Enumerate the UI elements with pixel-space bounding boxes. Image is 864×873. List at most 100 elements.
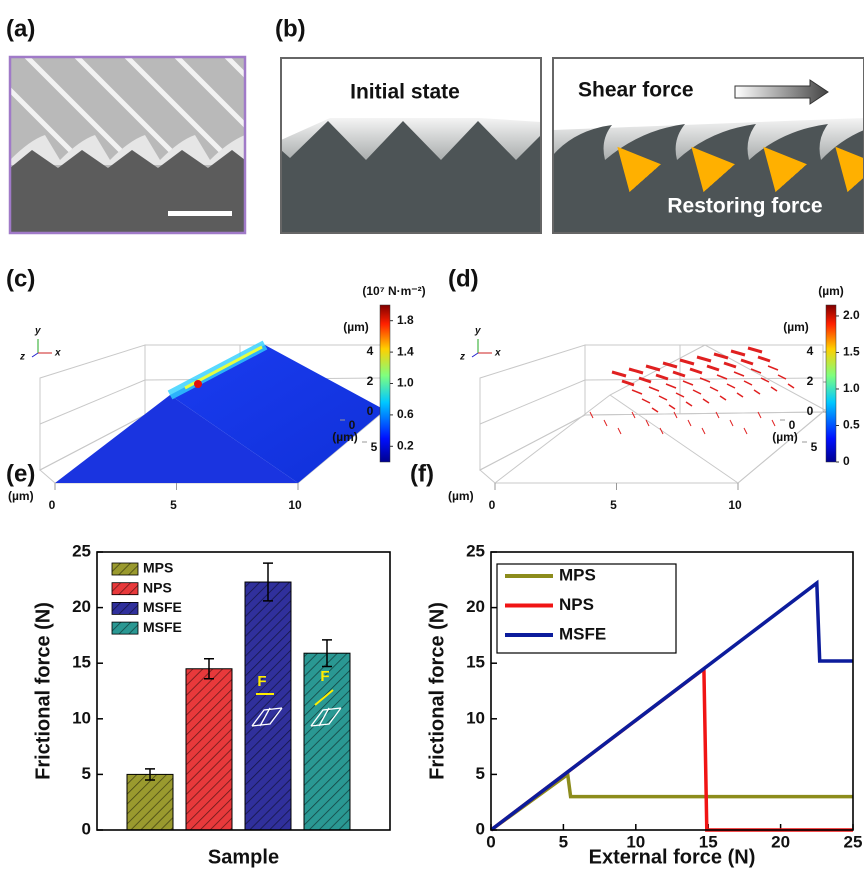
y-tick-label: 25 — [72, 541, 91, 560]
vector-arrow — [666, 384, 676, 388]
legend-label: NPS — [143, 579, 172, 595]
y-tick-label: 10 — [466, 708, 485, 727]
legend-label: MSFE — [143, 599, 182, 615]
colorbar-tick-label: 2.0 — [843, 308, 860, 322]
x-tick-label: 25 — [844, 832, 863, 851]
vector-arrow — [683, 381, 693, 385]
vector-arrow — [714, 354, 728, 358]
x-tick-label: 20 — [771, 832, 790, 851]
legend-swatch-hatch — [112, 563, 138, 575]
colorbar-tick-label: 0.6 — [397, 407, 414, 421]
vector-arrow — [629, 369, 643, 373]
vector-arrow — [674, 412, 677, 418]
legend-label: MSFE — [559, 624, 606, 643]
axis-letter: y — [474, 326, 481, 337]
vector-arrow — [642, 399, 650, 403]
vector-arrow — [656, 375, 668, 379]
panel-label: (a) — [6, 15, 35, 42]
y-axis-label: Frictional force (N) — [426, 602, 448, 780]
y-tick-label: 10 — [72, 708, 91, 727]
vector-arrow — [646, 366, 660, 370]
colorbar-tick-label: 0.5 — [843, 418, 860, 432]
vector-arrow — [693, 390, 701, 394]
line-series — [491, 774, 853, 830]
axis-unit: (µm) — [343, 320, 369, 334]
vector-arrow — [632, 390, 642, 394]
x-tick-label: 15 — [699, 832, 718, 851]
y-tick-label: 0 — [82, 819, 91, 838]
y-tick-label: 5 — [476, 764, 485, 783]
force-annotation: F — [257, 673, 266, 690]
vector-arrow — [669, 405, 675, 409]
depth-tick-label: 5 — [811, 440, 818, 454]
force-label: Restoring force — [667, 195, 822, 218]
legend-swatch-hatch — [112, 602, 138, 614]
vector-arrow — [690, 369, 702, 373]
legend-label: NPS — [559, 595, 594, 614]
x-tick-label: 5 — [170, 498, 177, 512]
wireframe — [480, 345, 825, 483]
vector-arrow — [730, 420, 733, 426]
vector-arrow — [788, 384, 794, 388]
triad-axis — [32, 353, 38, 357]
vector-arrow — [686, 402, 692, 406]
vector-arrow — [652, 408, 658, 412]
x-tick-label: 10 — [728, 498, 742, 512]
vector-arrow — [632, 412, 635, 418]
vector-arrow — [688, 420, 691, 426]
legend-label: MPS — [559, 565, 596, 584]
vector-arrow — [744, 428, 747, 434]
figure: (a) (b) Initial state Shear force Restor… — [0, 0, 864, 873]
y-tick-label: 4 — [807, 344, 814, 358]
y-tick-label: 0 — [807, 404, 814, 418]
legend-swatch-hatch — [112, 583, 138, 595]
y-tick-label: 0 — [367, 404, 374, 418]
vector-field — [590, 348, 794, 434]
axis-letter: x — [54, 348, 61, 359]
panel-label: (d) — [448, 265, 479, 292]
y-tick-label: 20 — [466, 597, 485, 616]
axis-letter: z — [19, 352, 25, 363]
x-tick-label: 10 — [288, 498, 302, 512]
axis-unit: (µm) — [772, 430, 798, 444]
vector-arrow — [727, 384, 735, 388]
legend-label: MSFE — [143, 619, 182, 635]
x-tick-label: 0 — [486, 832, 495, 851]
vector-arrow — [720, 396, 726, 400]
vector-arrow — [673, 372, 685, 376]
axis-unit: (µm) — [332, 430, 358, 444]
colorbar — [380, 305, 390, 462]
colorbar-title: (10⁷ N·m⁻²) — [362, 284, 425, 298]
legend-swatch-hatch — [112, 622, 138, 634]
y-tick-label: 20 — [72, 597, 91, 616]
vector-arrow — [697, 357, 711, 361]
y-axis-label: Frictional force (N) — [32, 602, 54, 780]
vector-arrow — [724, 363, 736, 367]
x-tick-label: 0 — [49, 498, 56, 512]
colorbar-title: (µm) — [818, 284, 844, 298]
vector-arrow — [639, 378, 651, 382]
y-tick-label: 0 — [476, 819, 485, 838]
panel-label: (e) — [6, 460, 35, 487]
axis-letter: y — [34, 326, 41, 337]
y-tick-label: 4 — [367, 344, 374, 358]
y-tick-label: 2 — [807, 374, 814, 388]
vector-arrow — [707, 366, 719, 370]
vector-arrow — [649, 387, 659, 391]
vector-arrow — [618, 428, 621, 434]
vector-arrow — [771, 387, 777, 391]
vector-arrow — [604, 420, 607, 426]
depth-tick-label: 5 — [371, 440, 378, 454]
y-tick-label: 15 — [72, 653, 91, 672]
vector-arrow — [758, 357, 770, 361]
y-tick-label: 2 — [367, 374, 374, 388]
vector-arrow — [710, 387, 718, 391]
vector-arrow — [702, 428, 705, 434]
axis-unit: (µm) — [448, 489, 474, 503]
colorbar — [826, 305, 836, 462]
vector-arrow — [612, 372, 626, 376]
colorbar-tick-label: 0 — [843, 454, 850, 468]
panel-label: (b) — [275, 15, 306, 42]
legend-label: MPS — [143, 560, 173, 576]
vector-arrow — [737, 393, 743, 397]
